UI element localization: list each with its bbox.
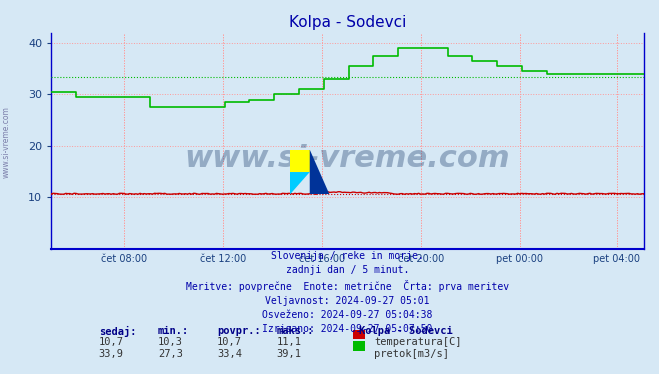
Title: Kolpa - Sodevci: Kolpa - Sodevci bbox=[289, 15, 406, 30]
Text: 10,7: 10,7 bbox=[99, 337, 124, 347]
Polygon shape bbox=[290, 150, 310, 172]
Text: Kolpa - Sodevci: Kolpa - Sodevci bbox=[359, 326, 453, 335]
Text: 33,4: 33,4 bbox=[217, 349, 242, 359]
Text: sedaj:: sedaj: bbox=[99, 326, 136, 337]
Text: 11,1: 11,1 bbox=[276, 337, 301, 347]
Text: Slovenija / reke in morje.
zadnji dan / 5 minut.
Meritve: povprečne  Enote: metr: Slovenija / reke in morje. zadnji dan / … bbox=[186, 251, 509, 334]
Polygon shape bbox=[310, 150, 330, 194]
Text: maks.:: maks.: bbox=[276, 326, 314, 335]
Text: www.si-vreme.com: www.si-vreme.com bbox=[185, 144, 510, 172]
Text: pretok[m3/s]: pretok[m3/s] bbox=[374, 349, 449, 359]
Bar bbox=[353, 329, 365, 339]
Text: 33,9: 33,9 bbox=[99, 349, 124, 359]
Text: 10,7: 10,7 bbox=[217, 337, 242, 347]
Polygon shape bbox=[290, 172, 310, 194]
Text: 27,3: 27,3 bbox=[158, 349, 183, 359]
Bar bbox=[353, 341, 365, 351]
Text: 39,1: 39,1 bbox=[276, 349, 301, 359]
Text: min.:: min.: bbox=[158, 326, 189, 335]
Text: povpr.:: povpr.: bbox=[217, 326, 261, 335]
Text: 10,3: 10,3 bbox=[158, 337, 183, 347]
Text: temperatura[C]: temperatura[C] bbox=[374, 337, 462, 347]
Text: www.si-vreme.com: www.si-vreme.com bbox=[2, 106, 11, 178]
